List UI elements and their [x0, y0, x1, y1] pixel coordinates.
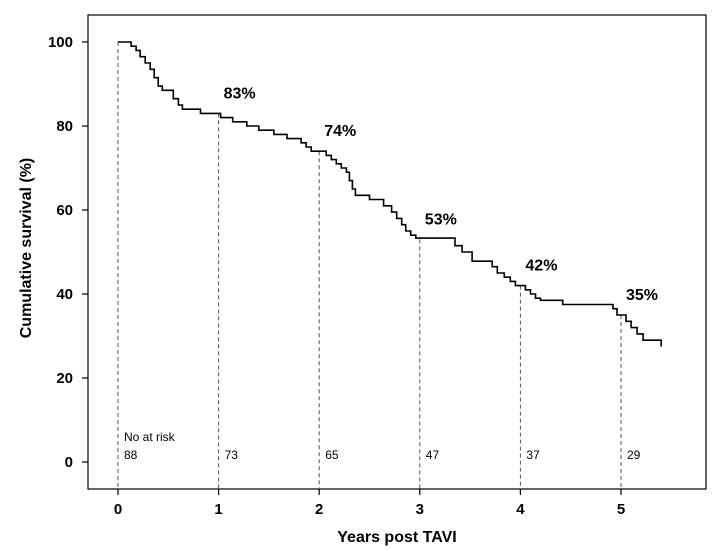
x-tick-label-4: 4: [516, 501, 525, 518]
y-tick-label-2: 40: [56, 286, 73, 303]
survival-curve-group: [118, 41, 663, 347]
y-tick-label-1: 20: [56, 370, 73, 387]
y-tick-label-4: 80: [56, 118, 73, 135]
plot-frame: [87, 14, 707, 490]
annotation-4: 35%: [626, 287, 658, 304]
percent-annotations: 83% 74% 53% 42% 35%: [224, 85, 658, 304]
survival-curve: [118, 41, 663, 347]
annotation-3: 42%: [525, 258, 557, 275]
x-tick-label-5: 5: [617, 501, 625, 518]
number-at-risk-table: No at risk 88 73 65 47 37 29: [124, 430, 641, 462]
risk-table-title: No at risk: [124, 430, 176, 444]
x-tick-label-0: 0: [114, 501, 122, 518]
x-tick-label-1: 1: [214, 501, 222, 518]
y-tick-label-5: 100: [48, 34, 73, 51]
risk-count-0: 88: [124, 448, 138, 462]
risk-count-1: 73: [225, 448, 239, 462]
risk-count-4: 37: [526, 448, 540, 462]
x-tick-label-3: 3: [416, 501, 424, 518]
annotation-0: 83%: [224, 85, 256, 102]
axis-ticks: 0 1 2 3 4 5 0 20 40 60 80 100: [48, 34, 625, 518]
x-axis-title: Years post TAVI: [337, 529, 456, 546]
y-tick-label-0: 0: [65, 454, 73, 471]
annotation-1: 74%: [324, 123, 356, 140]
y-tick-label-3: 60: [56, 202, 73, 219]
x-tick-label-2: 2: [315, 501, 323, 518]
risk-count-2: 65: [325, 448, 339, 462]
annotation-2: 53%: [425, 211, 457, 228]
reference-lines: [117, 42, 622, 489]
y-axis-title: Cumulative survival (%): [18, 158, 35, 339]
risk-count-5: 29: [627, 448, 641, 462]
risk-count-3: 47: [426, 448, 440, 462]
